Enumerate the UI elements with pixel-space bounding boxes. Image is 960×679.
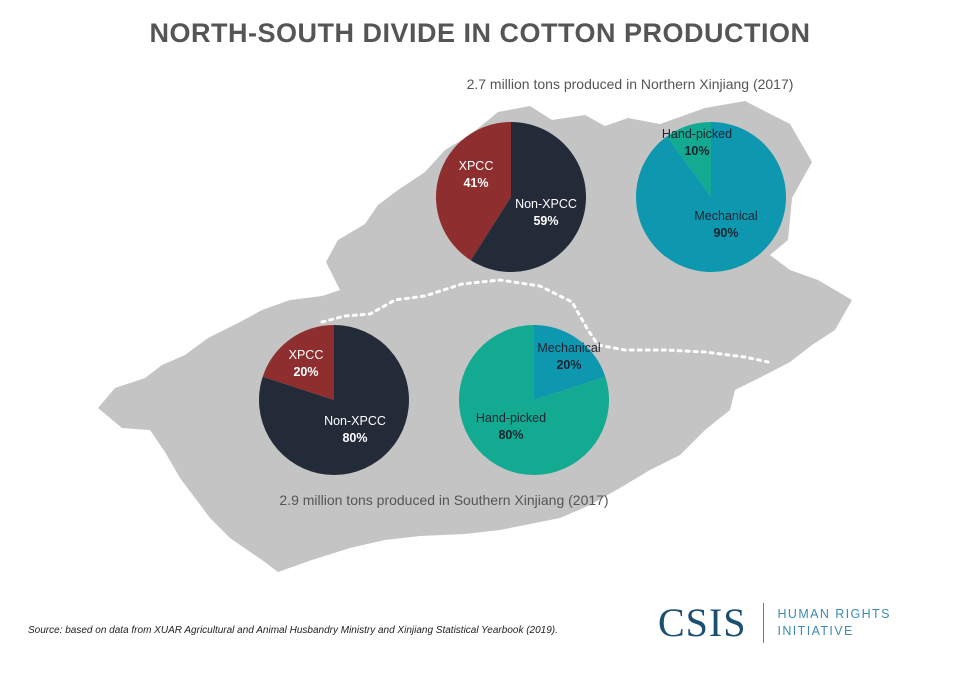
- pie-slice-xpcc: [262, 325, 334, 400]
- slice-value-hand-picked: 80%: [498, 428, 523, 442]
- south-caption: 2.9 million tons produced in Southern Xi…: [279, 492, 608, 508]
- brand-divider: [762, 603, 764, 643]
- slice-value-mechanical: 90%: [713, 226, 738, 240]
- slice-label-hand-picked: Hand-picked: [476, 411, 546, 425]
- slice-value-xpcc: 41%: [463, 176, 488, 190]
- pie-slice-hand-picked: [459, 325, 609, 475]
- slice-value-non-xpcc: 59%: [533, 214, 558, 228]
- slice-label-hand-picked: Hand-picked: [662, 127, 732, 141]
- pie-slice-hand-picked: [666, 122, 711, 197]
- slice-value-hand-picked: 10%: [684, 144, 709, 158]
- pie-south-ownership: XPCC 20% Non-XPCC 80%: [259, 325, 409, 475]
- initiative-line-2: INITIATIVE: [777, 624, 854, 638]
- csis-wordmark: CSIS: [658, 600, 747, 645]
- slice-value-xpcc: 20%: [293, 365, 318, 379]
- source-note: Source: based on data from XUAR Agricult…: [28, 625, 558, 636]
- slice-label-xpcc: XPCC: [459, 159, 494, 173]
- slice-label-mechanical: Mechanical: [694, 209, 757, 223]
- north-south-divide: [320, 278, 770, 364]
- pie-slice-non-xpcc: [470, 122, 587, 272]
- pie-slice-mechanical: [636, 122, 787, 272]
- initiative-name: HUMAN RIGHTS INITIATIVE: [778, 606, 891, 640]
- slice-label-xpcc: XPCC: [289, 348, 324, 362]
- initiative-line-1: HUMAN RIGHTS: [777, 607, 891, 621]
- slice-label-non-xpcc: Non-XPCC: [324, 414, 386, 428]
- pie-slice-non-xpcc: [259, 325, 409, 475]
- north-caption: 2.7 million tons produced in Northern Xi…: [467, 76, 794, 92]
- chart-title: NORTH-SOUTH DIVIDE IN COTTON PRODUCTION: [149, 18, 811, 48]
- slice-label-non-xpcc: Non-XPCC: [515, 197, 577, 211]
- pie-south-harvest: Mechanical 20% Hand-picked 80%: [459, 325, 609, 475]
- slice-value-mechanical: 20%: [556, 358, 581, 372]
- pie-north-ownership: XPCC 41% Non-XPCC 59%: [436, 122, 587, 272]
- pie-north-harvest: Hand-picked 10% Mechanical 90%: [636, 122, 787, 272]
- slice-label-mechanical: Mechanical: [537, 341, 600, 355]
- slice-value-non-xpcc: 80%: [342, 431, 367, 445]
- pie-slice-xpcc: [436, 122, 511, 261]
- brand-logo: CSIS HUMAN RIGHTS INITIATIVE: [658, 601, 891, 645]
- pie-slice-mechanical: [534, 325, 606, 400]
